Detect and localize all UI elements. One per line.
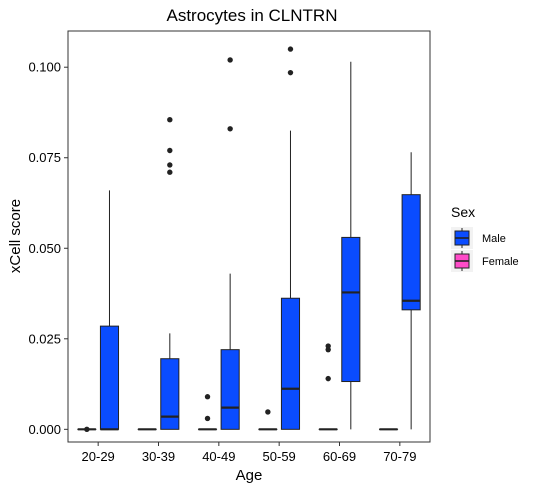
box-male xyxy=(99,190,120,431)
outlier-point xyxy=(287,69,294,76)
y-tick-label: 0.075 xyxy=(28,150,61,165)
box-female xyxy=(258,409,278,431)
legend-title: Sex xyxy=(451,204,475,220)
legend-entry-male: Male xyxy=(451,227,506,249)
box-male xyxy=(341,61,361,430)
box-iqr xyxy=(99,325,120,430)
y-tick-label: 0.050 xyxy=(28,241,61,256)
x-tick-label: 40-49 xyxy=(202,449,235,464)
legend: Sex Male Female xyxy=(445,200,535,272)
y-tick-label: 0.000 xyxy=(28,422,61,437)
legend-label: Male xyxy=(482,233,506,245)
outlier-point xyxy=(204,415,211,422)
box-female xyxy=(318,343,338,431)
outlier-point xyxy=(325,343,331,349)
box-female xyxy=(197,394,218,431)
x-tick-label: 20-29 xyxy=(82,449,115,464)
plot-layer xyxy=(77,46,421,433)
box-male xyxy=(401,152,421,430)
legend-entries: Male Female xyxy=(451,227,519,272)
plot-panel xyxy=(67,30,431,443)
box-iqr xyxy=(341,236,361,383)
x-tick-label: 30-39 xyxy=(142,449,175,464)
outlier-point xyxy=(84,426,90,433)
box-male xyxy=(280,46,301,430)
chart-title: Astrocytes in CLNTRN xyxy=(167,6,338,25)
y-axis: 0.000 0.025 0.050 0.075 0.100 xyxy=(28,60,68,437)
outlier-point xyxy=(204,394,211,400)
outlier-point xyxy=(227,126,233,132)
box-male xyxy=(220,57,240,430)
box-female xyxy=(77,426,97,433)
y-axis-title: xCell score xyxy=(7,199,24,273)
x-axis: 20-29 30-39 40-49 50-59 60-69 70-79 xyxy=(82,442,416,464)
box-iqr xyxy=(401,194,421,311)
box-iqr xyxy=(220,349,240,430)
x-tick-label: 70-79 xyxy=(383,449,416,464)
y-tick-label: 0.100 xyxy=(28,60,61,75)
x-axis-title: Age xyxy=(236,467,263,484)
box-iqr xyxy=(160,358,180,430)
box-iqr xyxy=(280,297,301,430)
box-male xyxy=(160,117,180,430)
outlier-point xyxy=(325,375,331,382)
outlier-point xyxy=(167,147,173,154)
outlier-point xyxy=(167,162,173,168)
legend-entry-female: Female xyxy=(451,250,519,272)
y-tick-label: 0.025 xyxy=(28,331,61,346)
outlier-point xyxy=(287,46,294,52)
outlier-point xyxy=(167,117,173,123)
outlier-point xyxy=(265,409,271,415)
outlier-point xyxy=(227,57,233,63)
x-tick-label: 50-59 xyxy=(263,449,296,464)
outlier-point xyxy=(167,169,173,175)
x-tick-label: 60-69 xyxy=(323,449,356,464)
legend-label: Female xyxy=(482,256,519,268)
